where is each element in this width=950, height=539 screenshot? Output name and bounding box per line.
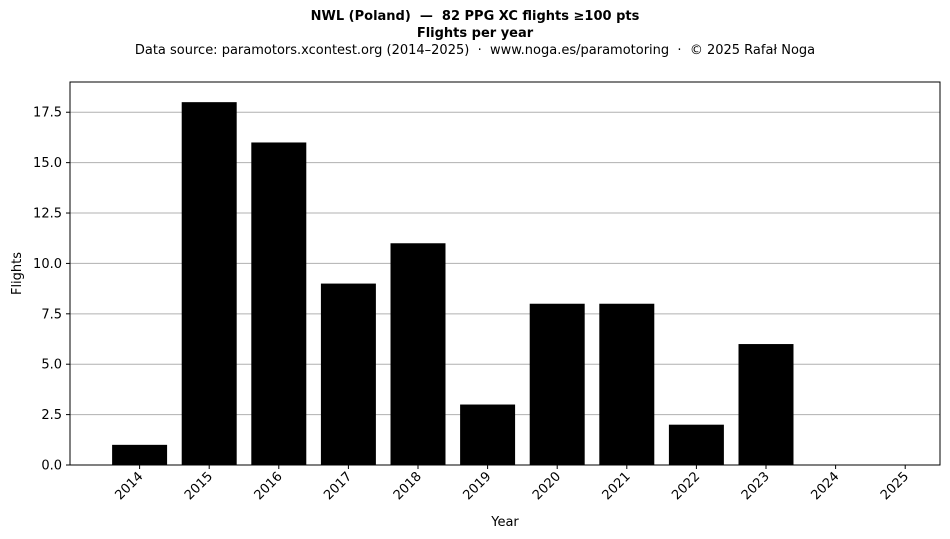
bar-2021: [599, 303, 655, 465]
y-tick-label: 5.0: [41, 358, 62, 373]
bar-2014: [112, 444, 168, 465]
x-tick-label: 2018: [391, 469, 425, 503]
x-axis-label: Year: [490, 515, 519, 530]
y-tick-label: 12.5: [33, 207, 62, 222]
bar-2019: [460, 404, 516, 465]
x-tick-label: 2015: [182, 469, 216, 503]
x-axis: 2014 2015 2016 2017 2018 2019 2020 2021 2022 2023…: [112, 465, 912, 503]
bar-2015: [181, 102, 237, 465]
y-tick-label: 15.0: [33, 156, 62, 171]
y-tick-label: 0.0: [41, 459, 62, 474]
x-tick-label: 2021: [600, 469, 634, 503]
bar-2023: [738, 344, 794, 465]
y-tick-label: 17.5: [33, 106, 62, 121]
bar-2020: [529, 303, 585, 465]
y-tick-label: 10.0: [33, 257, 62, 272]
x-tick-label: 2014: [112, 469, 146, 503]
x-tick-label: 2019: [460, 469, 494, 503]
bars: [112, 102, 794, 465]
x-tick-label: 2024: [808, 469, 842, 503]
y-axis: 0.0 2.5 5.0 7.5 10.0 12.5 15.0 17.5: [33, 106, 70, 474]
chart-source-note: Data source: paramotors.xcontest.org (20…: [134, 43, 816, 58]
plot-frame: [69, 81, 941, 466]
x-tick-label: 2022: [669, 469, 703, 503]
y-tick-label: 7.5: [41, 307, 62, 322]
x-tick-label: 2016: [252, 469, 286, 503]
chart-header: NWL (Poland) — 82 PPG XC flights ≥100 pt…: [0, 8, 950, 59]
bar-2017: [320, 283, 376, 465]
y-axis-label: Flights: [10, 252, 25, 295]
x-tick-label: 2020: [530, 469, 564, 503]
bar-2022: [668, 424, 724, 465]
chart-subtitle: Flights per year: [416, 26, 534, 41]
bar-2018: [390, 243, 446, 465]
chart-title: NWL (Poland) — 82 PPG XC flights ≥100 pt…: [310, 9, 640, 24]
x-tick-label: 2017: [321, 469, 355, 503]
x-tick-label: 2025: [878, 469, 912, 503]
y-tick-label: 2.5: [41, 408, 62, 423]
bar-2016: [251, 142, 307, 465]
x-tick-label: 2023: [739, 469, 773, 503]
